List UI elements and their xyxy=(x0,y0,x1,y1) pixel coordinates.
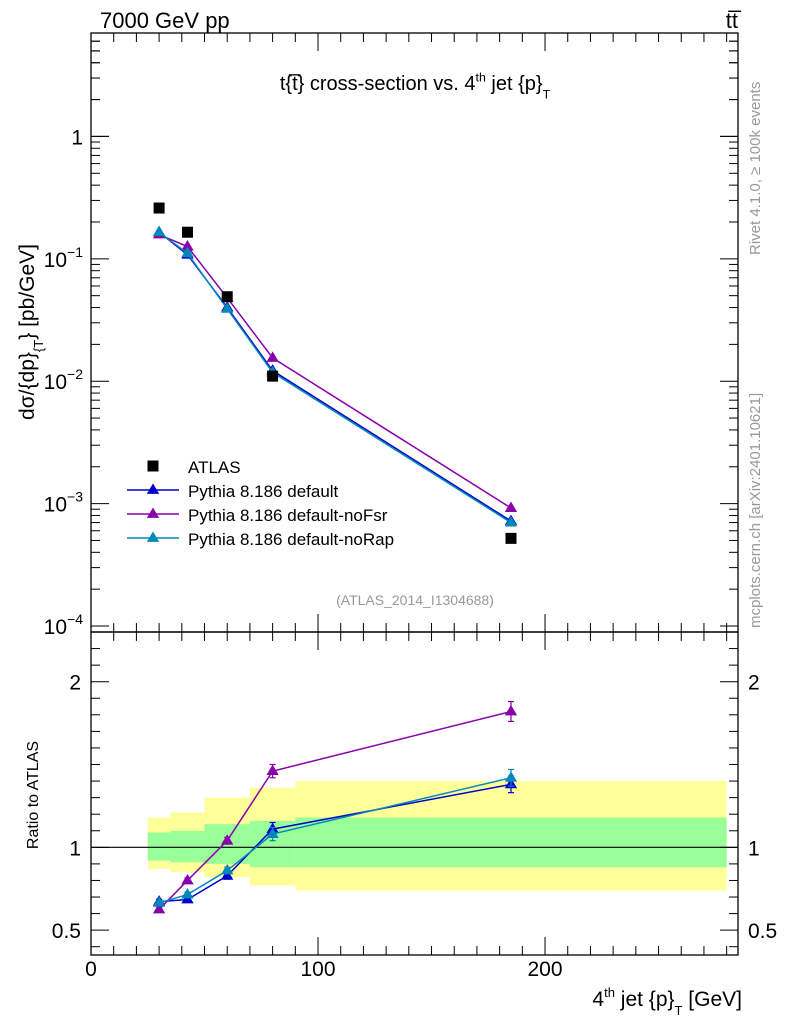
uncertainty-band-inner xyxy=(147,832,171,861)
legend-marker-data xyxy=(147,460,159,472)
plot-title: t{t̅} cross-section vs. 4th jet {p}T xyxy=(280,71,551,102)
point-noRap xyxy=(221,302,234,313)
uncertainty-band-inner xyxy=(170,830,205,863)
point-data xyxy=(505,532,517,544)
ratio-point-noFsr xyxy=(181,873,194,885)
legend-marker-noFsr xyxy=(146,507,160,518)
ratio-point-noFsr xyxy=(504,705,518,716)
ratio-panel: 0.5 0.5 1 1 2 2 0 100 200 Ratio to ATLAS 4th jet {… xyxy=(25,631,777,1018)
point-noRap xyxy=(152,225,166,237)
main-panel: 10−4 10−3 10−2 10−1 1 t{t̅} cross-section vs.… xyxy=(16,32,739,639)
y-axis-label: dσ/{dp}{T} [pb/GeV] xyxy=(16,244,46,420)
point-noRap xyxy=(181,246,194,258)
point-data xyxy=(181,226,193,238)
ratio-point-noRap xyxy=(181,888,194,899)
point-data xyxy=(153,202,165,214)
legend-marker-noRap xyxy=(146,531,160,542)
legend-label: Pythia 8.186 default xyxy=(188,482,339,501)
y-tick-label: 10−2 xyxy=(44,366,84,394)
series-line-default xyxy=(158,231,512,522)
point-noFsr xyxy=(266,351,279,362)
legend-label: ATLAS xyxy=(188,458,241,477)
y-tick-label: 1 xyxy=(71,126,83,149)
ratio-point-noFsr xyxy=(221,834,234,845)
legend-label: Pythia 8.186 default-noFsr xyxy=(188,506,388,525)
y-tick-label: 10−4 xyxy=(44,611,84,639)
y-tick-label: 10−1 xyxy=(44,244,84,272)
mcplots-label: mcplots.cern.ch [arXiv:2401.10621] xyxy=(747,393,764,628)
y-axis-label-text: dσ/{dp}{T} [pb/GeV] xyxy=(16,244,46,420)
legend-label: Pythia 8.186 default-noRap xyxy=(188,530,394,549)
x-axis-label: 4th jet {p}T [GeV] xyxy=(592,985,742,1018)
ratio-y-tick-label-right: 0.5 xyxy=(748,920,777,943)
y-tick-label: 10−3 xyxy=(44,489,84,517)
rivet-label: Rivet 4.1.0, ≥ 100k events xyxy=(747,82,764,255)
point-noRap xyxy=(504,516,518,527)
ratio-y-tick-label-right: 2 xyxy=(748,672,760,695)
ratio-point-noFsr xyxy=(152,902,166,914)
ratio-y-tick-label-right: 1 xyxy=(748,837,760,860)
energy-label: 7000 GeV pp xyxy=(100,8,230,33)
ratio-y-tick-label: 2 xyxy=(69,672,81,695)
ratio-point-noFsr xyxy=(266,764,279,776)
ratio-frame xyxy=(90,631,739,956)
ratio-y-tick-label: 0.5 xyxy=(52,920,81,943)
series-line-noRap xyxy=(158,231,512,524)
point-noFsr xyxy=(181,240,194,251)
analysis-id: (ATLAS_2014_I1304688) xyxy=(336,592,494,608)
legend-marker-default xyxy=(146,483,160,494)
ratio-point-noRap xyxy=(221,864,234,875)
uncertainty-band-inner xyxy=(295,817,727,868)
ratio-point-default xyxy=(221,869,234,880)
ratio-point-noRap xyxy=(152,896,166,907)
ratio-point-noRap xyxy=(266,827,279,838)
ratio-y-axis-label: Ratio to ATLAS xyxy=(25,741,42,849)
x-tick-label: 200 xyxy=(528,958,563,981)
point-data xyxy=(267,370,279,382)
ratio-point-noRap xyxy=(504,771,518,782)
point-data xyxy=(221,291,233,303)
ratio-y-tick-label: 1 xyxy=(69,837,81,860)
x-tick-label: 0 xyxy=(85,958,97,981)
point-noFsr xyxy=(504,501,518,512)
process-label: tt̅ xyxy=(726,8,742,33)
x-tick-label: 100 xyxy=(300,958,335,981)
